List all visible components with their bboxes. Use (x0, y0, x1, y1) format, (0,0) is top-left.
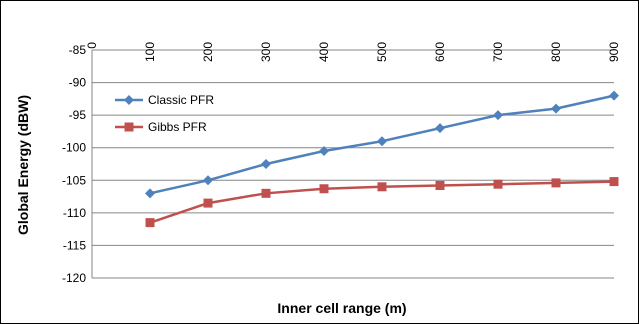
x-tick-label: 800 (549, 42, 563, 62)
legend-item-classic-pfr: Classic PFR (115, 93, 214, 107)
legend-label-gibbs-pfr: Gibbs PFR (148, 120, 207, 134)
x-tick-label: 0 (85, 42, 99, 49)
x-tick-label: 500 (375, 42, 389, 62)
x-tick-label: 200 (201, 42, 215, 62)
data-point (377, 136, 387, 147)
y-tick-labels: -85 -90 -95 -100 -105 -110 -115 -120 (62, 43, 86, 285)
legend-item-gibbs-pfr: Gibbs PFR (115, 120, 207, 134)
legend-marker-classic-pfr (124, 95, 134, 105)
y-tick-label: -110 (63, 206, 86, 220)
y-tick-label: -100 (62, 141, 86, 155)
data-point (203, 198, 213, 208)
data-point (377, 182, 387, 192)
data-point (261, 159, 271, 169)
y-tick-label: -120 (62, 271, 86, 285)
legend-label-classic-pfr: Classic PFR (148, 93, 214, 107)
x-tick-label: 100 (143, 42, 157, 62)
y-tick-label: -85 (69, 43, 87, 57)
data-point (493, 110, 503, 121)
x-axis-title: Inner cell range (m) (277, 300, 406, 316)
data-point (319, 184, 329, 194)
gridlines (91, 49, 614, 279)
data-point (493, 179, 503, 189)
series-gibbs-pfr (145, 177, 619, 228)
series-classic-pfr (145, 90, 619, 199)
y-tick-label: -105 (62, 173, 86, 187)
data-point (319, 145, 329, 156)
y-axis-title: Global Energy (dBW) (15, 95, 31, 235)
series-group (145, 90, 619, 228)
y-tick-label: -90 (69, 76, 87, 90)
data-point (609, 90, 619, 101)
x-tick-label: 900 (607, 42, 621, 62)
x-tick-label: 600 (433, 42, 447, 62)
data-point (145, 188, 155, 199)
data-point (145, 218, 155, 228)
y-tick-label: -95 (69, 108, 87, 122)
y-tick-label: -115 (63, 238, 86, 252)
x-tick-labels: 0 100 200 300 400 500 600 700 800 900 (85, 42, 621, 62)
data-point (435, 180, 445, 190)
data-point (435, 123, 445, 134)
x-tick-label: 300 (259, 42, 273, 62)
legend: Classic PFR Gibbs PFR (115, 93, 214, 134)
legend-marker-gibbs-pfr (124, 122, 134, 132)
data-point (203, 175, 213, 186)
data-point (261, 188, 271, 198)
data-point (551, 178, 561, 188)
x-tick-label: 700 (491, 42, 505, 62)
data-point (551, 103, 561, 114)
data-point (609, 177, 619, 187)
x-tick-label: 400 (317, 42, 331, 62)
